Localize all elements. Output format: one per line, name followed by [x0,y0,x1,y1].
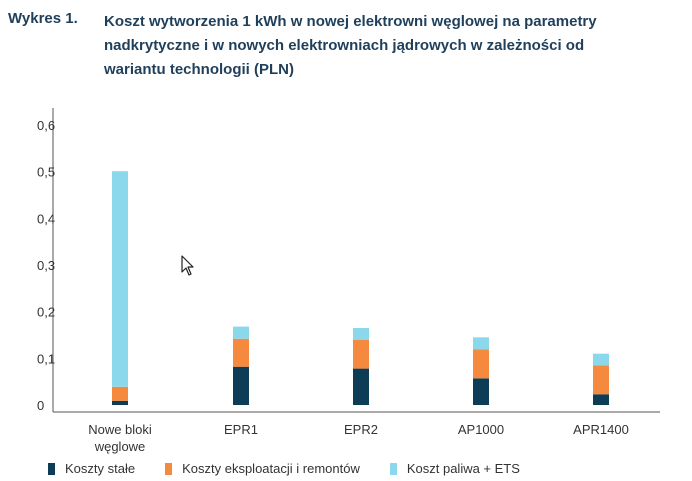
legend-item-fuel-ets-costs: Koszt paliwa + ETS [389,461,520,476]
legend-label-operation-costs: Koszty eksploatacji i remontów [182,461,360,476]
bar-segment [112,386,128,401]
bar-segment [233,366,249,405]
legend-item-operation-costs: Koszty eksploatacji i remontów [165,461,360,476]
chart-legend: Koszty stałe Koszty eksploatacji i remon… [48,461,550,476]
bar-segment [353,328,369,340]
bar-segment [473,378,489,405]
bar-segment [473,337,489,350]
y-tick-label: 0,4 [37,211,55,226]
y-tick-label: 0 [37,398,44,413]
x-tick-label: APR1400 [573,422,629,437]
y-tick-label: 0,5 [37,165,55,180]
bar-segment [233,338,249,367]
bar-segment [473,349,489,379]
y-tick-label: 0,1 [37,351,55,366]
bar-segment [593,394,609,405]
legend-swatch-operation-costs [165,462,173,475]
legend-item-fixed-costs: Koszty stałe [48,461,135,476]
x-tick-label: EPR1 [224,422,258,437]
chart-label: Wykres 1. [8,10,78,27]
bar-segment [112,400,128,405]
legend-swatch-fuel-ets-costs [389,462,397,475]
legend-label-fuel-ets-costs: Koszt paliwa + ETS [406,461,520,476]
mouse-pointer-icon [181,255,194,276]
bar-segment [233,326,249,339]
bar-segment [353,368,369,405]
bar-segment [593,365,609,395]
bar-segment [353,339,369,369]
x-tick-label: EPR2 [344,422,378,437]
legend-swatch-fixed-costs [48,462,55,475]
y-tick-label: 0,2 [37,305,55,320]
bar-segment [112,171,128,387]
chart-title: Koszt wytworzenia 1 kWh w nowej elektrow… [104,13,597,78]
y-tick-label: 0,3 [37,258,55,273]
legend-label-fixed-costs: Koszty stałe [65,461,136,476]
y-tick-label: 0,6 [37,118,55,133]
x-tick-label: węglowe [94,439,146,454]
x-tick-label: Nowe bloki [88,422,152,437]
x-tick-label: AP1000 [458,422,504,437]
bar-segment [593,353,609,366]
